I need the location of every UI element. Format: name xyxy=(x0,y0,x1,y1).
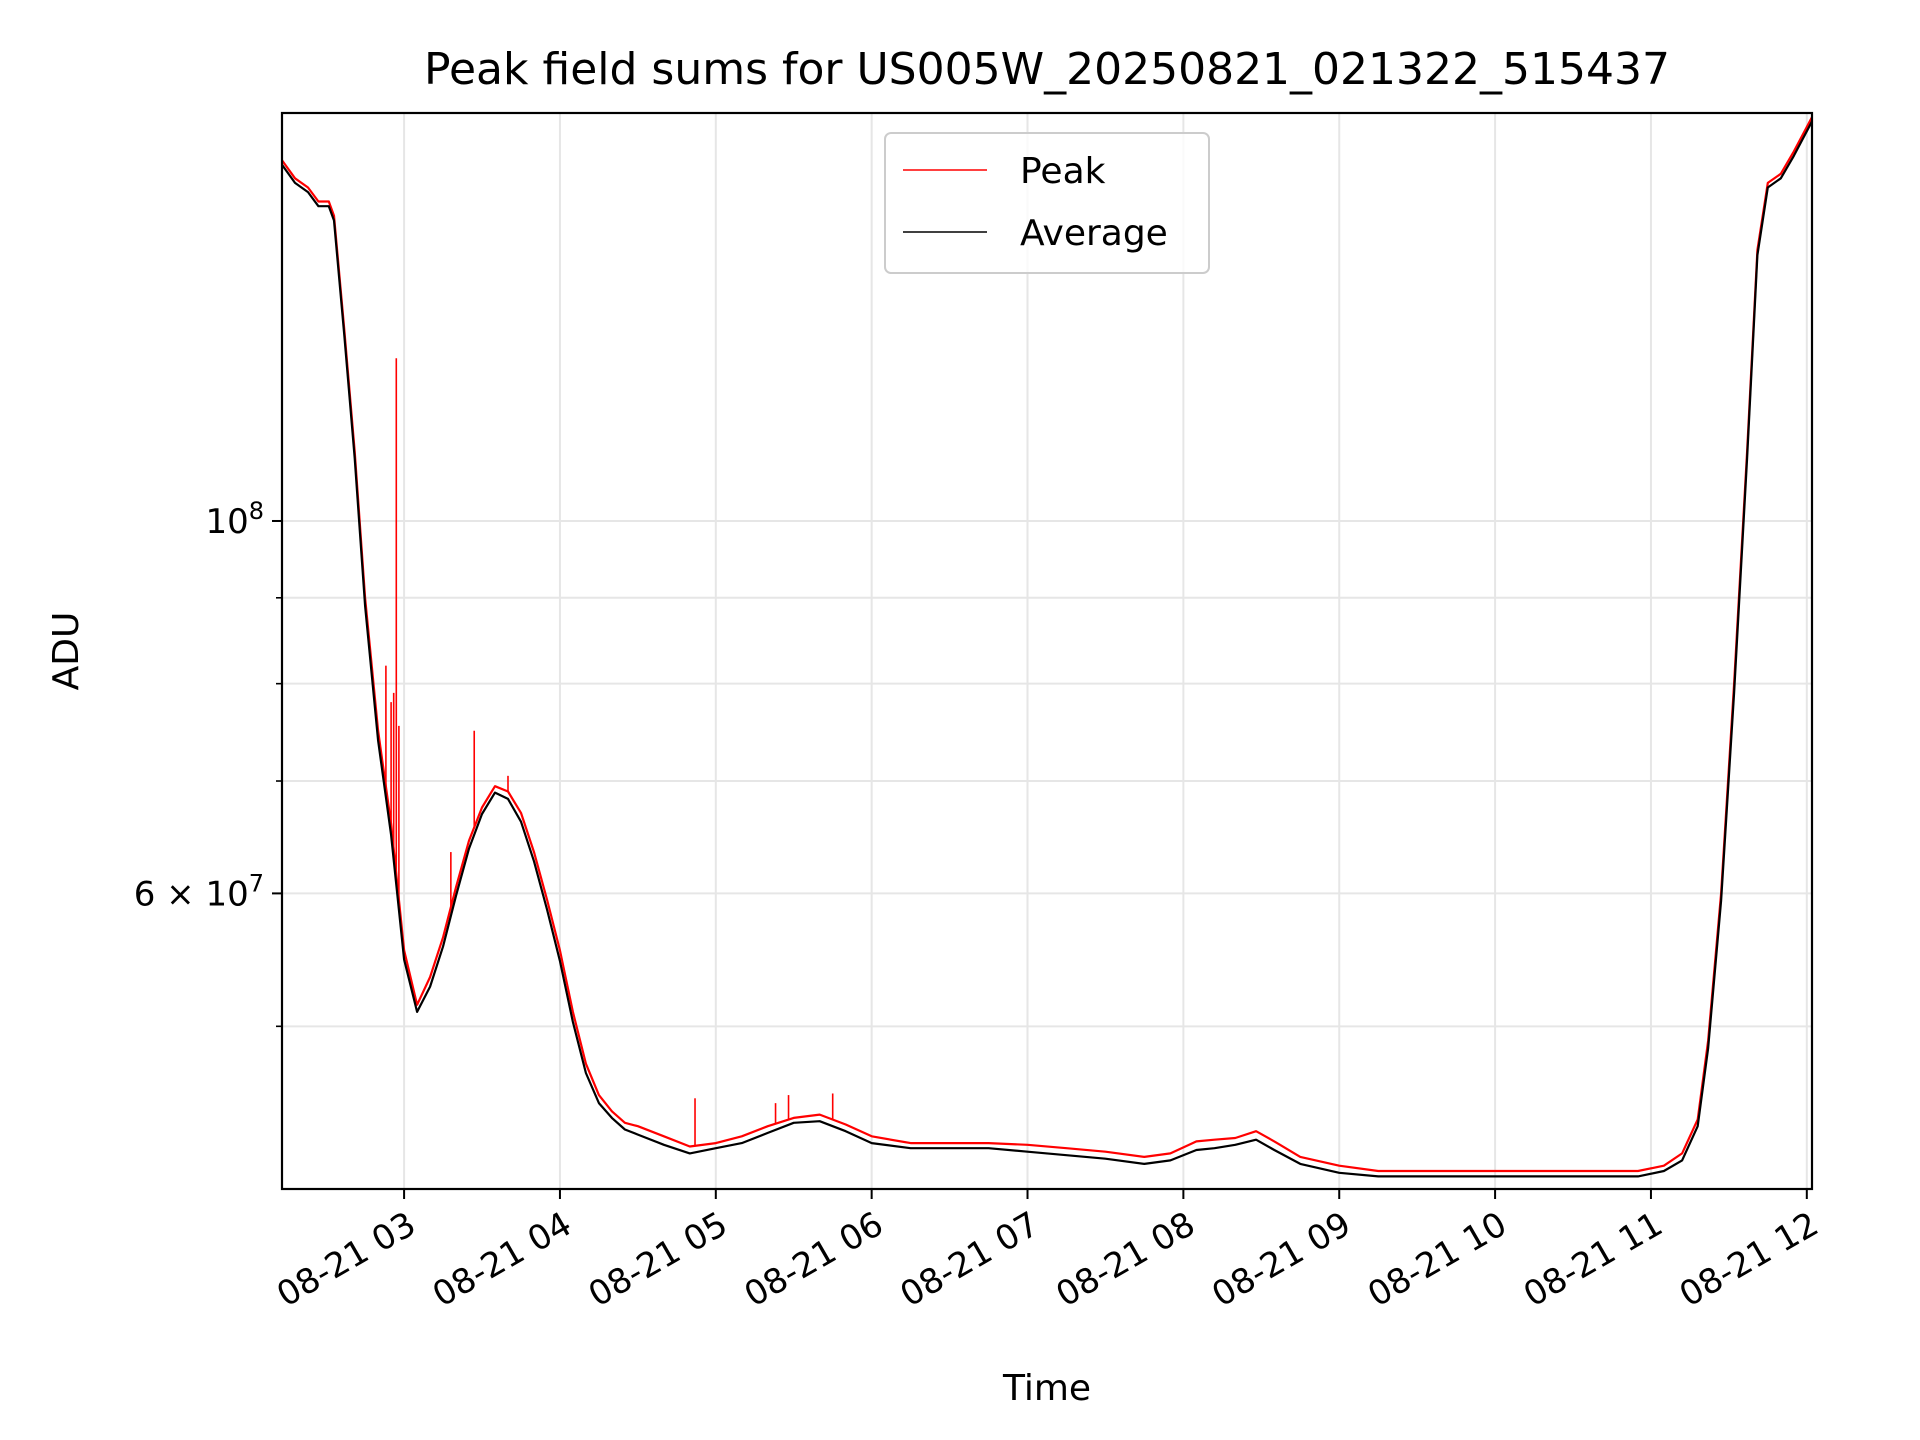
grid xyxy=(282,113,1812,1189)
legend-label-average: Average xyxy=(1020,213,1168,254)
y-axis-label: ADU xyxy=(46,612,87,691)
legend-label-peak: Peak xyxy=(1020,151,1106,192)
series-line-average xyxy=(282,120,1812,1178)
legend-box xyxy=(884,132,1210,274)
y-tick-label: 108 xyxy=(205,497,264,542)
y-axis: 108 6 × 107 xyxy=(134,497,282,1028)
chart-title: Peak field sums for US005W_20250821_0213… xyxy=(424,44,1670,95)
x-axis-label: Time xyxy=(1002,1368,1091,1409)
legend: Peak Average xyxy=(884,132,1210,274)
series-layer xyxy=(282,116,1812,1178)
series-line-peak xyxy=(282,116,1812,1173)
y-tick-label: 6 × 107 xyxy=(134,869,264,914)
plot-frame xyxy=(280,111,1814,1191)
